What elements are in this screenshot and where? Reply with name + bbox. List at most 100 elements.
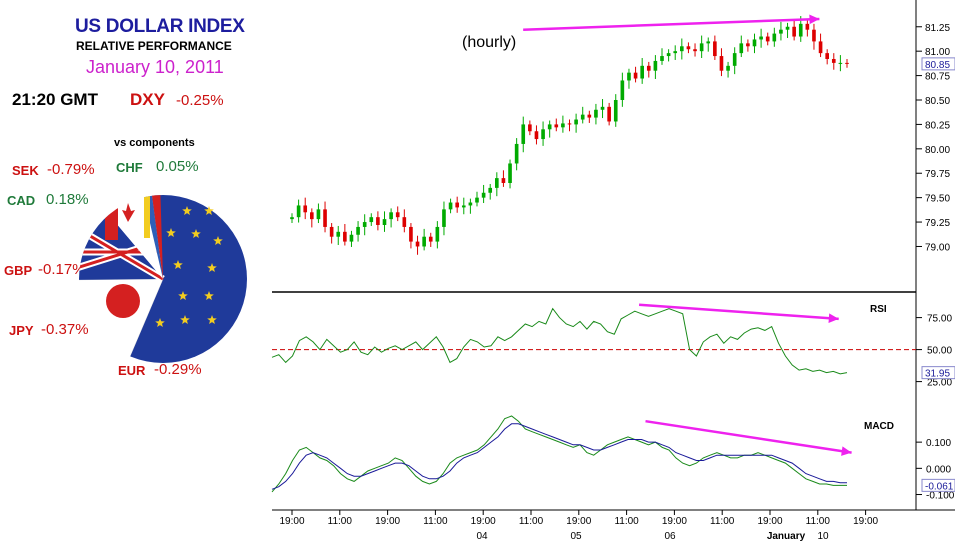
candle-body-47	[600, 106, 605, 110]
time-tick-label-1: 11:00	[328, 516, 353, 527]
date-label-3: January	[767, 531, 806, 542]
price-tick-label-2: 80.75	[925, 72, 950, 83]
timestamp: 21:20 GMT	[12, 90, 98, 109]
candle-body-25	[455, 202, 459, 208]
component-change-eur: -0.29%	[154, 361, 202, 378]
candle-body-18	[409, 226, 413, 242]
trend-arrows	[523, 14, 852, 456]
pie-slice-chf	[150, 195, 163, 279]
price-tick-label-3: 80.50	[925, 96, 950, 107]
component-change-chf: 0.05%	[156, 158, 199, 175]
rsi-line	[271, 307, 848, 375]
eur-star-7	[178, 291, 188, 300]
candle-body-64	[713, 41, 717, 57]
pie-japan-disc	[106, 284, 140, 318]
component-code-cad: CAD	[7, 193, 36, 208]
component-code-eur: EUR	[118, 363, 146, 378]
rsi-last-box	[921, 366, 955, 380]
components-label: vs components	[114, 137, 195, 149]
candle-body-44	[580, 114, 585, 120]
component-code-jpy: JPY	[9, 323, 34, 338]
candle-body-8	[343, 231, 347, 242]
candle-body-22	[435, 226, 440, 242]
last-price-label: 80.85	[925, 60, 950, 71]
candle-body-36	[528, 124, 532, 132]
candle-body-50	[620, 80, 625, 100]
candle-body-39	[547, 124, 552, 130]
currency-weight-pie	[79, 195, 247, 363]
time-tick-label-5: 11:00	[519, 516, 544, 527]
candle-body-80	[818, 41, 823, 54]
eur-star-8	[204, 291, 214, 300]
eur-stars-group	[155, 206, 223, 327]
candle-body-24	[448, 202, 453, 210]
interval-annotation: (hourly)	[462, 34, 516, 51]
candle-body-77	[798, 23, 803, 37]
macd-series-0	[271, 415, 847, 493]
candle-body-1	[296, 205, 301, 218]
candle-body-6	[329, 226, 334, 237]
candle-body-37	[534, 131, 539, 140]
candle-body-15	[389, 212, 393, 220]
eur-star-10	[180, 315, 190, 324]
component-change-sek: -0.79%	[47, 161, 95, 178]
candle-body-32	[501, 178, 506, 183]
rsi-arrow-head	[828, 313, 839, 323]
macd-last-label: -0.061	[925, 481, 954, 492]
candle-body-78	[805, 23, 810, 30]
chart-title: US DOLLAR INDEX	[75, 16, 245, 37]
candle-body-10	[356, 226, 360, 235]
date-label-4: 10	[817, 531, 829, 542]
time-tick-label-0: 19:00	[279, 516, 304, 527]
component-code-chf: CHF	[116, 160, 143, 175]
candle-body-51	[627, 72, 631, 81]
candle-body-83	[838, 62, 843, 64]
macd-series-1	[271, 423, 847, 490]
chart-date: January 10, 2011	[86, 57, 224, 77]
candle-body-13	[376, 217, 380, 225]
eur-star-5	[173, 260, 183, 269]
component-code-sek: SEK	[12, 163, 39, 178]
component-change-cad: 0.18%	[46, 191, 89, 208]
candle-body-82	[831, 58, 836, 63]
candle-body-26	[461, 205, 466, 208]
candle-body-16	[395, 212, 400, 218]
eur-star-9	[155, 318, 165, 327]
candle-body-34	[514, 143, 519, 164]
candle-body-72	[765, 36, 770, 42]
candle-body-21	[428, 236, 433, 242]
candle-body-70	[752, 39, 757, 47]
candle-body-56	[660, 56, 664, 61]
price-tick-label-9: 79.00	[925, 242, 950, 253]
candle-body-59	[680, 46, 684, 52]
candle-body-63	[706, 41, 711, 44]
date-label-1: 05	[570, 531, 582, 542]
candle-body-35	[521, 124, 526, 144]
price-tick-label-0: 81.25	[925, 23, 950, 34]
candle-body-46	[594, 109, 598, 118]
candle-body-29	[481, 192, 486, 198]
candle-body-69	[746, 43, 750, 47]
price-tick-label-6: 79.75	[925, 169, 950, 180]
candle-body-81	[825, 53, 829, 59]
candle-body-74	[779, 29, 783, 34]
macd-arrow-shaft	[645, 419, 852, 454]
time-tick-label-9: 11:00	[710, 516, 735, 527]
macd-pane: 0.100 0.000 -0.100-0.061	[271, 415, 955, 502]
time-tick-label-3: 11:00	[423, 516, 448, 527]
candle-body-7	[336, 231, 341, 237]
candle-body-73	[772, 33, 777, 42]
price-tick-label-7: 79.50	[925, 194, 950, 205]
candle-body-3	[310, 212, 314, 220]
eur-star-0	[182, 206, 192, 215]
time-tick-label-8: 19:00	[662, 516, 687, 527]
candle-body-60	[686, 46, 691, 50]
macd-arrow-head	[841, 446, 852, 456]
candle-body-49	[613, 100, 618, 122]
candle-body-54	[646, 65, 651, 71]
macd-tick-label-0: 0.100	[926, 438, 951, 449]
candle-body-41	[561, 123, 565, 128]
price-candles	[290, 16, 849, 255]
